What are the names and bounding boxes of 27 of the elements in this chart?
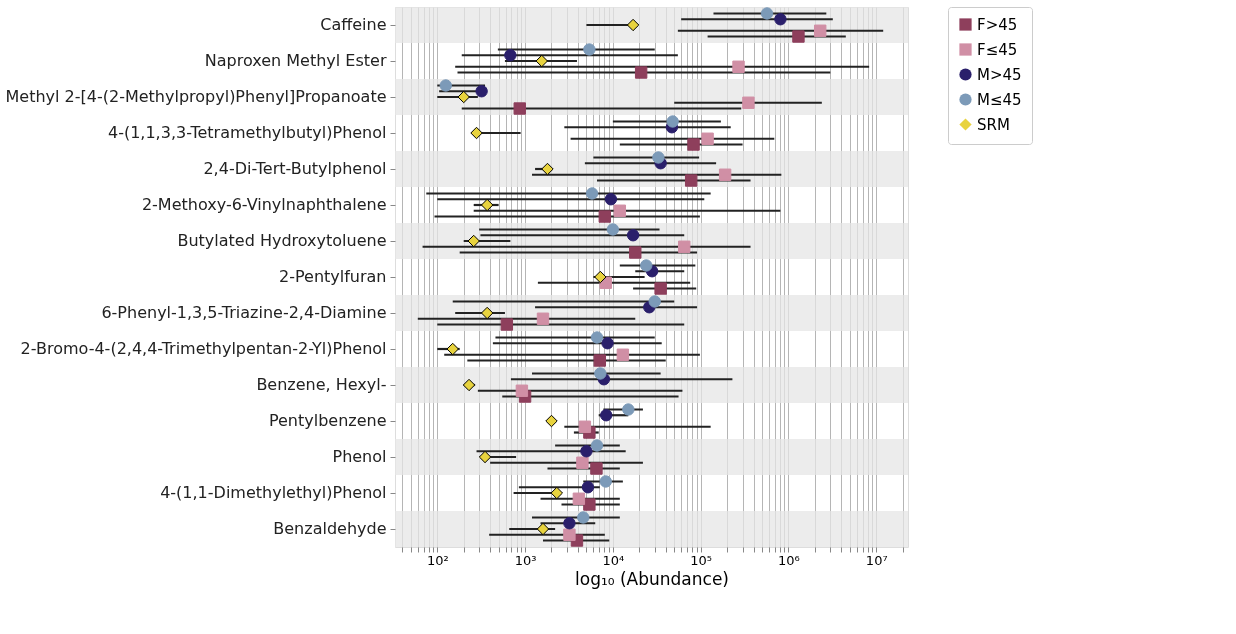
- x-tick-label: 10⁶: [778, 552, 800, 568]
- y-tick-label: Caffeine: [320, 15, 387, 34]
- y-tick-label: Benzaldehyde: [273, 519, 387, 538]
- y-tick-label: 4-(1,1-Dimethylethyl)Phenol: [160, 483, 387, 502]
- legend-label: SRM: [977, 115, 1010, 134]
- x-tick-label: 10⁵: [690, 552, 713, 568]
- y-tick-label: 2-Bromo-4-(2,4,4-Trimethylpentan-2-Yl)Phenol: [20, 339, 387, 358]
- y-tick-label: Naproxen Methyl Ester: [204, 51, 387, 70]
- x-tick-label: 10³: [514, 552, 537, 568]
- y-tick-label: 2-Pentylfuran: [279, 267, 387, 286]
- y-tick-label: Butylated Hydroxytoluene: [177, 231, 387, 250]
- y-tick-label: Phenol: [332, 447, 387, 466]
- legend-label: M≤45: [977, 90, 1022, 109]
- x-tick-label: 10⁷: [865, 552, 888, 568]
- legend-label: F≤45: [977, 40, 1018, 59]
- legend-label: M>45: [977, 65, 1022, 84]
- y-tick-label: 4-(1,1,3,3-Tetramethylbutyl)Phenol: [107, 123, 387, 142]
- x-tick-label: 10⁴: [602, 552, 625, 568]
- y-tick-label: Methyl 2-[4-(2-Methylpropyl)Phenyl]Propanoate: [5, 87, 387, 106]
- y-tick-label: Pentylbenzene: [268, 411, 387, 430]
- legend-label: F>45: [977, 15, 1018, 34]
- x-axis-title: log₁₀ (Abundance): [575, 568, 729, 589]
- y-tick-label: 6-Phenyl-1,3,5-Triazine-2,4-Diamine: [101, 303, 387, 322]
- y-tick-label: 2-Methoxy-6-Vinylnaphthalene: [141, 195, 387, 214]
- x-tick-label: 10²: [426, 552, 449, 568]
- y-tick-label: 2,4-Di-Tert-Butylphenol: [203, 159, 387, 178]
- y-tick-label: Benzene, Hexyl-: [256, 375, 387, 394]
